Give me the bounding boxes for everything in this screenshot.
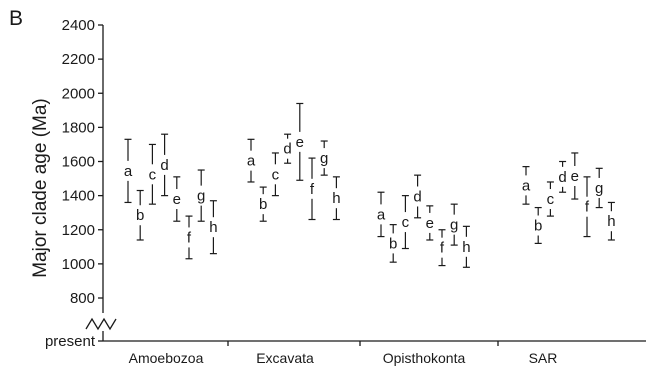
point-label: b [534,217,542,234]
y-tick-label: 1200 [62,222,95,239]
point-label: a [124,163,133,180]
error-bar: h [209,200,218,255]
error-bar: h [332,176,341,221]
point-label: c [149,166,157,183]
error-bar: d [283,133,292,164]
error-bar: d [413,174,422,219]
y-axis-label: Major clade age (Ma) [30,98,51,278]
point-label: f [585,199,590,216]
point-label: e [426,215,434,232]
point-label: g [595,180,603,197]
point-label: f [440,240,445,257]
error-bar: g [320,140,328,176]
error-bar: g [197,169,205,222]
error-bar: g [595,167,603,209]
point-label: f [187,229,192,246]
error-bar: f [308,157,316,221]
y-tick-label: 2200 [62,51,95,68]
y-tick-label: 2400 [62,17,95,34]
y-tick-label-present: present [45,333,96,350]
error-bar: b [136,189,144,241]
error-bar: d [160,133,169,197]
point-label: d [283,141,291,158]
point-label: b [136,207,144,224]
y-tick-label: 1800 [62,119,95,136]
error-bar: f [438,229,446,267]
point-label: e [296,134,304,151]
x-category-label: Opisthokonta [383,350,466,366]
point-label: d [160,157,168,174]
point-label: h [607,213,615,230]
error-bar: f [583,176,591,238]
error-bar: c [149,143,157,205]
error-bar: e [426,205,434,241]
point-label: g [450,217,458,234]
error-bar: f [185,215,193,260]
axes: 800 1000 1200 1400 1600 1800 2000 2200 2400 prese… [45,17,646,366]
y-tick-label: 1600 [62,154,95,171]
error-bar: b [259,186,267,222]
point-label: f [310,181,315,198]
error-bar: b [534,206,542,244]
point-label: h [209,219,217,236]
point-label: e [571,168,579,185]
point-label: h [332,190,340,207]
error-bar: c [547,181,555,217]
error-bar: b [389,224,397,263]
error-bar: c [402,195,410,250]
point-label: a [377,206,386,223]
error-bar: a [522,166,531,205]
panel-label: B [9,7,23,30]
error-bar: h [607,201,616,241]
error-bar: c [272,152,280,197]
x-category-label: SAR [529,350,558,366]
point-label: b [259,196,267,213]
point-label: c [402,214,410,231]
y-tick-label: 1000 [62,256,95,273]
point-label: b [389,235,397,252]
y-tick-label: 800 [70,290,95,307]
y-tick-label: 2000 [62,85,95,102]
axis-break-mark [85,317,117,331]
error-bar: e [571,152,579,200]
error-bar: e [296,102,304,181]
x-category-label: Excavata [256,350,314,366]
point-label: c [272,166,280,183]
error-bar: e [173,176,181,222]
error-bar: a [124,138,133,204]
error-bar: g [450,203,458,246]
x-category-label: Amoebozoa [129,350,204,366]
point-label: d [413,188,421,205]
error-bar: d [558,160,567,193]
error-bar: h [462,225,471,268]
point-label: c [547,191,555,208]
point-label: a [522,177,531,194]
point-label: a [247,153,256,170]
error-bar: a [377,191,386,238]
error-bar: a [247,138,256,183]
point-label: g [197,188,205,205]
point-label: h [462,239,470,256]
point-label: g [320,150,328,167]
y-tick-label: 1400 [62,188,95,205]
point-label: d [558,169,566,186]
point-label: e [173,191,181,208]
